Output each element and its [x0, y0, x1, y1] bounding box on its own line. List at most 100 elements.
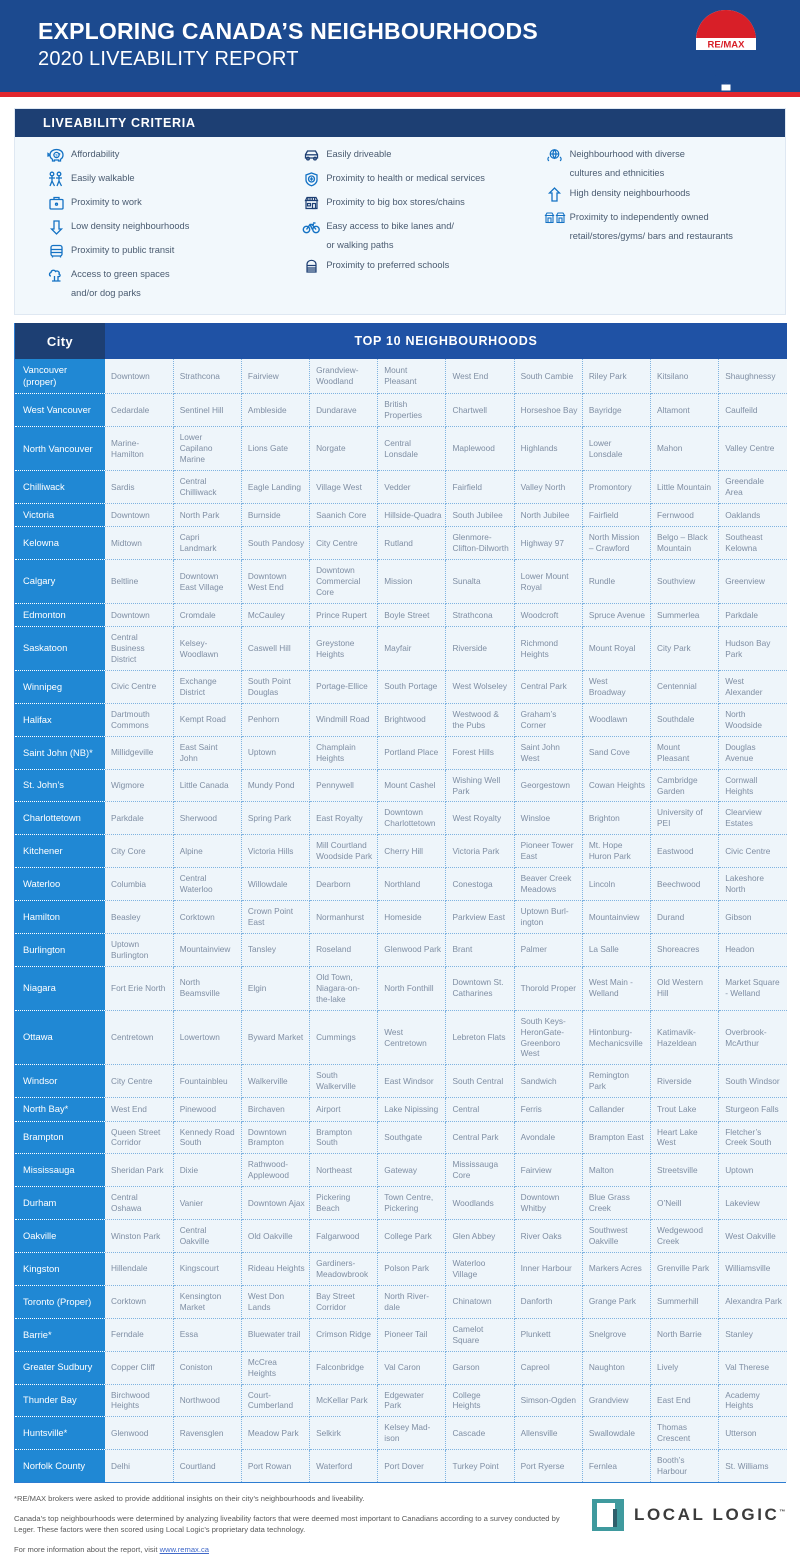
neighbourhood-cell: Mountainview [582, 900, 652, 934]
medical-shield-icon [296, 169, 326, 189]
neighbourhood-cell: Court-Cumberland [241, 1384, 311, 1418]
neighbourhood-cell: Gardiners-Meadowbrook [309, 1252, 379, 1286]
neighbourhood-cell: Saanich Core [309, 503, 379, 528]
neighbourhood-cell: Cornwall Heights [718, 769, 787, 803]
neighbourhood-cell: Marine-Hamilton [105, 426, 174, 472]
neighbourhood-cell: Town Centre, Pickering [377, 1186, 447, 1221]
neighbourhood-cell: North Beamsville [173, 966, 242, 1011]
neighbourhood-cell: West Broadway [582, 670, 652, 704]
neighbourhood-cell: Parkdale [718, 603, 787, 628]
criterion-label: Proximity to public transit [71, 245, 175, 255]
table-row: Kingston Hillendale Kingscourt Rideau Heigh… [15, 1252, 787, 1286]
neighbourhood-cell: Civic Centre [718, 834, 787, 869]
neighbourhood-cell: Gibson [718, 900, 787, 934]
neighbourhood-cell: Woodcroft [514, 603, 583, 628]
neighbourhood-cell: Central Lonsdale [377, 426, 447, 472]
neighbourhood-cell: Westwood & the Pubs [445, 703, 515, 737]
table-row: Edmonton Downtown Cromdale McCauley Prince R… [15, 603, 787, 628]
city-cell: Edmonton [15, 603, 105, 628]
neighbourhood-cell: Alexandra Park [718, 1285, 787, 1319]
tree-icon [41, 265, 71, 285]
neighbourhood-cell: Downtown St. Catharines [445, 966, 515, 1011]
neighbourhood-cell: Glen Abbey [445, 1219, 515, 1254]
city-cell: Oakville [15, 1219, 105, 1254]
neighbourhood-cell: West Centretown [377, 1010, 447, 1066]
neighbourhood-cell: Mount Pleasant [377, 359, 447, 395]
neighbourhood-cell: Corktown [173, 900, 242, 934]
neighbourhood-cell: Downtown Whitby [514, 1186, 583, 1221]
criterion-diversity: Neighbourhood with diverse [540, 145, 785, 165]
city-cell: Victoria [15, 503, 105, 528]
table-row: Durham Central Oshawa Vanier Downtown Ajax P… [15, 1186, 787, 1221]
remax-balloon-logo: RE/MAX [690, 8, 762, 94]
neighbourhood-cell: Village West [309, 470, 379, 505]
city-cell: Mississauga [15, 1153, 105, 1188]
neighbourhood-cell: Gateway [377, 1153, 447, 1188]
neighbourhood-cell: Riley Park [582, 359, 652, 395]
remax-website-link[interactable]: www.remax.ca [159, 1545, 209, 1555]
neighbourhood-cell: Columbia [105, 867, 174, 902]
neighbourhood-cell: Uptown Burl-ington [514, 900, 583, 934]
neighbourhood-cell: Normanhurst [309, 900, 379, 934]
neighbourhood-cell: North Mission – Crawford [582, 526, 652, 561]
table-row: Victoria Downtown North Park Burnside Saanic… [15, 503, 787, 528]
neighbourhood-cell: Rundle [582, 559, 652, 604]
neighbourhood-cell: Fernlea [582, 1449, 652, 1483]
local-logic-mark-icon [592, 1499, 624, 1532]
neighbourhood-cell: Forest Hills [445, 736, 515, 770]
neighbourhood-cell: Corktown [105, 1285, 174, 1319]
neighbourhood-cell: Oaklands [718, 503, 787, 528]
neighbourhood-cell: Rathwood-Applewood [241, 1153, 311, 1188]
neighbourhood-cell: Fairview [241, 359, 311, 395]
neighbourhood-cell: South Pandosy [241, 526, 311, 561]
neighbourhood-cell: Northeast [309, 1153, 379, 1188]
table-row: North Bay* West End Pinewood Birchaven Airpo… [15, 1097, 787, 1122]
neighbourhood-cell: Elgin [241, 966, 311, 1011]
neighbourhood-cell: Academy Heights [718, 1384, 787, 1418]
neighbourhood-cell: Parkview East [445, 900, 515, 934]
neighbourhood-cell: Beechwood [650, 867, 720, 902]
neighbourhood-cell: Willowdale [241, 867, 311, 902]
criterion-independent-retail: Proximity to independently owned [540, 208, 785, 228]
neighbourhood-cell: Downtown Commercial Core [309, 559, 379, 604]
neighbourhood-cell: Crimson Ridge [309, 1318, 379, 1352]
neighbourhood-cell: East Saint John [173, 736, 242, 770]
neighbourhood-cell: Wishing Well Park [445, 769, 515, 803]
neighbourhood-cell: Graham’s Corner [514, 703, 583, 737]
neighbourhood-cell: Ambleside [241, 393, 311, 428]
shops-icon [540, 208, 570, 228]
criterion-low-density: Low density neighbourhoods [41, 217, 292, 237]
storefront-icon [296, 193, 326, 213]
neighbourhood-cell: Glenwood Park [377, 933, 447, 967]
neighbourhood-cell: Palmer [514, 933, 583, 967]
neighbourhood-cell: Southgate [377, 1121, 447, 1155]
neighbourhood-cell: Sunalta [445, 559, 515, 604]
neighbourhood-cell: Allensville [514, 1416, 583, 1451]
neighbourhood-cell: Dartmouth Commons [105, 703, 174, 737]
neighbourhood-cell: Mundy Pond [241, 769, 311, 803]
criterion-schools: Proximity to preferred schools [296, 256, 535, 276]
neighbourhood-cell: Victoria Park [445, 834, 515, 869]
city-cell: Thunder Bay [15, 1384, 105, 1418]
neighbourhood-cell: Capreol [514, 1351, 583, 1385]
table-row: Oakville Winston Park Central Oakville Old … [15, 1219, 787, 1254]
neighbourhood-cell: River Oaks [514, 1219, 583, 1254]
neighbourhood-cell: Williamsville [718, 1252, 787, 1286]
neighbourhood-cell: South Cambie [514, 359, 583, 395]
neighbourhood-cell: Wigmore [105, 769, 174, 803]
neighbourhood-cell: Belgo – Black Mountain [650, 526, 720, 561]
city-cell: Kingston [15, 1252, 105, 1286]
criterion-label: Easy access to bike lanes and/ [326, 221, 454, 231]
criterion-label: Proximity to work [71, 197, 142, 207]
liveability-criteria-panel: LIVEABILITY CRITERIA $ Affordability [14, 108, 786, 316]
neighbourhood-cell: Boyle Street [377, 603, 447, 628]
neighbourhood-cell: Grange Park [582, 1285, 652, 1319]
neighbourhood-cell: East Royalty [309, 801, 379, 836]
neighbourhood-cell: Rideau Heights [241, 1252, 311, 1286]
criterion-green-space: Access to green spaces [41, 265, 292, 285]
table-row: Charlottetown Parkdale Sherwood Spring Park… [15, 801, 787, 836]
neighbourhood-cell: Old Western Hill [650, 966, 720, 1011]
neighbourhood-cell: Vedder [377, 470, 447, 505]
neighbourhood-cell: Sturgeon Falls [718, 1097, 787, 1122]
neighbourhood-cell: Avondale [514, 1121, 583, 1155]
